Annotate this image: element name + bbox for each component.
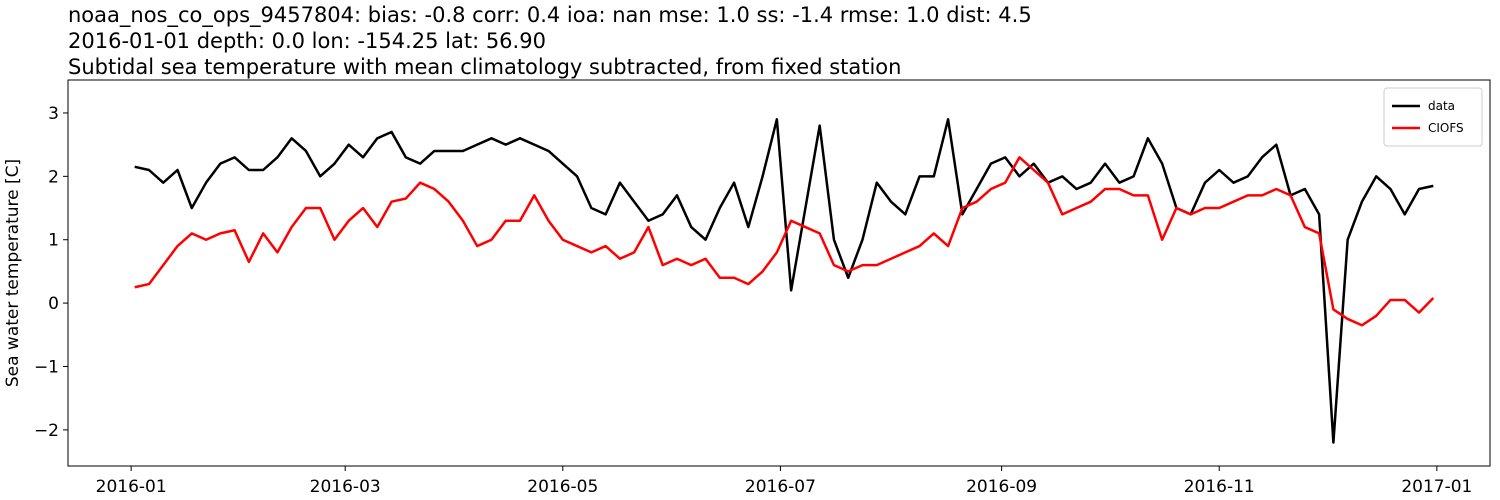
title-line: Subtidal sea temperature with mean clima… [68, 55, 901, 79]
y-axis-label: Sea water temperature [C] [3, 159, 23, 387]
y-tick-label: −2 [34, 421, 59, 441]
legend-label: data [1428, 99, 1455, 113]
x-tick-label: 2017-01 [1401, 477, 1472, 497]
x-tick-label: 2016-07 [745, 477, 816, 497]
data-line [134, 156, 1435, 327]
x-tick-label: 2016-01 [96, 477, 167, 497]
title-line: 2016-01-01 depth: 0.0 lon: -154.25 lat: … [68, 29, 546, 53]
y-tick-label: 3 [48, 104, 59, 124]
data-line [134, 118, 1434, 444]
y-tick-label: 0 [48, 294, 59, 314]
y-tick-label: 1 [48, 231, 59, 251]
legend-box [1383, 87, 1483, 147]
y-tick-label: −1 [34, 357, 59, 377]
y-tick-label: 2 [48, 167, 59, 187]
x-tick-label: 2016-11 [1184, 477, 1255, 497]
x-tick-label: 2016-03 [310, 477, 381, 497]
plot-frame [67, 79, 1491, 467]
legend-label: CIOFS [1428, 121, 1464, 135]
title-line: noaa_nos_co_ops_9457804: bias: -0.8 corr… [68, 3, 1032, 28]
x-tick-label: 2016-05 [527, 477, 598, 497]
x-tick-label: 2016-09 [966, 477, 1037, 497]
